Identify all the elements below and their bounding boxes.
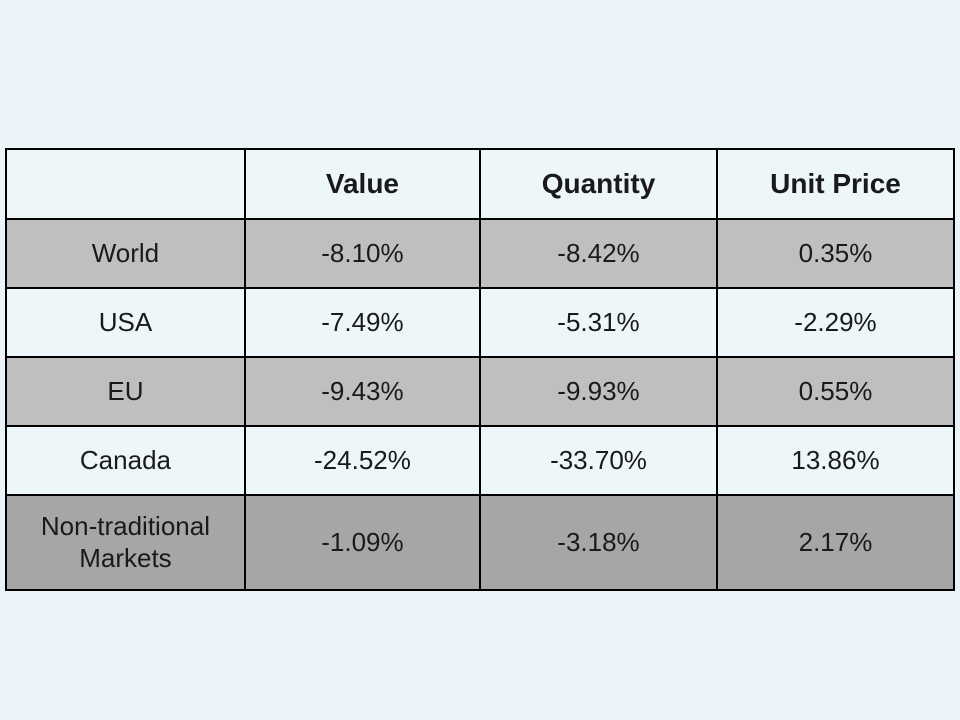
table-header-row: Value Quantity Unit Price — [5, 148, 956, 220]
trade-change-table: Value Quantity Unit Price World -8.10% -… — [5, 148, 956, 591]
header-cell-value: Value — [243, 148, 481, 220]
cell-value: -9.43% — [243, 356, 481, 427]
row-label: Non-traditional Markets — [5, 494, 246, 591]
row-label: EU — [5, 356, 246, 427]
row-label: USA — [5, 287, 246, 358]
cell-unit-price: -2.29% — [715, 287, 956, 358]
table-row-eu: EU -9.43% -9.93% 0.55% — [5, 356, 956, 427]
table-row-canada: Canada -24.52% -33.70% 13.86% — [5, 425, 956, 496]
table-row-non-traditional-markets: Non-traditional Markets -1.09% -3.18% 2.… — [5, 494, 956, 591]
cell-unit-price: 0.35% — [715, 218, 956, 289]
header-cell-empty — [5, 148, 246, 220]
header-cell-unit-price: Unit Price — [715, 148, 956, 220]
cell-unit-price: 13.86% — [715, 425, 956, 496]
cell-value: -1.09% — [243, 494, 481, 591]
cell-quantity: -3.18% — [478, 494, 718, 591]
cell-quantity: -5.31% — [478, 287, 718, 358]
cell-value: -7.49% — [243, 287, 481, 358]
cell-value: -24.52% — [243, 425, 481, 496]
header-cell-quantity: Quantity — [478, 148, 718, 220]
cell-value: -8.10% — [243, 218, 481, 289]
cell-quantity: -8.42% — [478, 218, 718, 289]
cell-unit-price: 2.17% — [715, 494, 956, 591]
cell-quantity: -9.93% — [478, 356, 718, 427]
row-label: World — [5, 218, 246, 289]
table-row-usa: USA -7.49% -5.31% -2.29% — [5, 287, 956, 358]
cell-quantity: -33.70% — [478, 425, 718, 496]
row-label: Canada — [5, 425, 246, 496]
table-row-world: World -8.10% -8.42% 0.35% — [5, 218, 956, 289]
cell-unit-price: 0.55% — [715, 356, 956, 427]
